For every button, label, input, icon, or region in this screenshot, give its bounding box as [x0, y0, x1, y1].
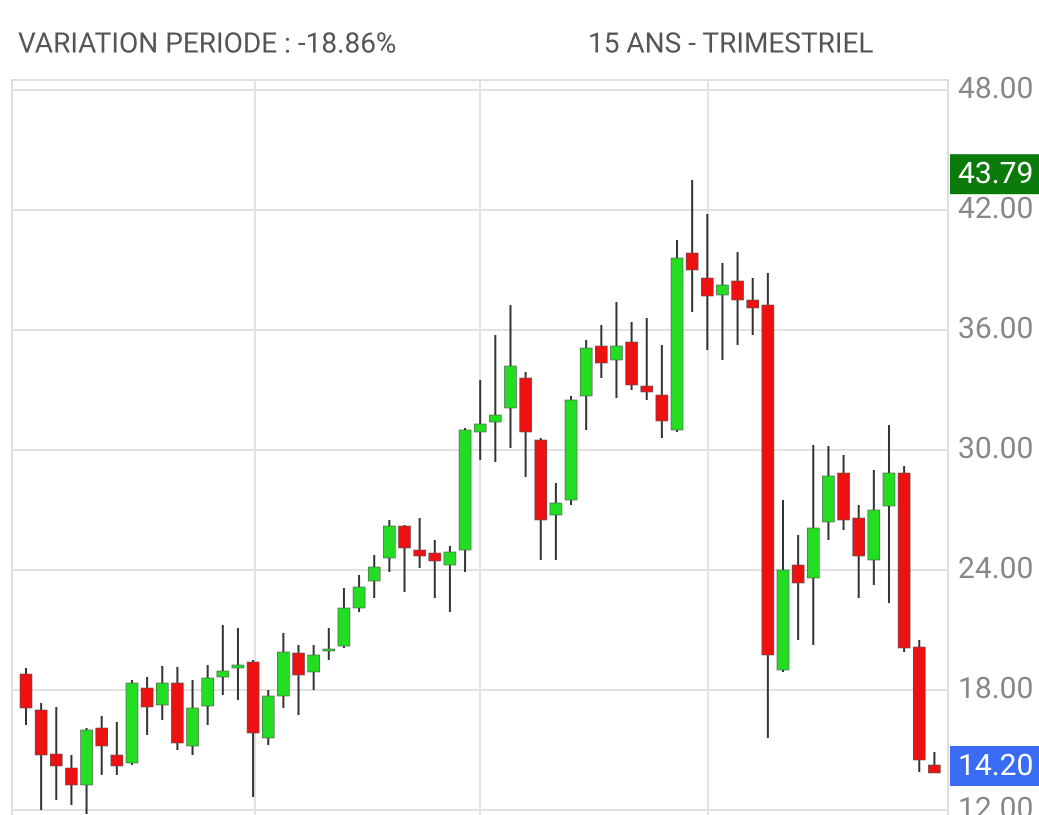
candle-body [504, 365, 517, 409]
candle-body [806, 527, 820, 579]
candle-body [716, 284, 729, 296]
price-marker-label: 14.20 [958, 748, 1033, 783]
candle-body [398, 525, 411, 549]
candle-body [125, 682, 139, 764]
candle-body [413, 549, 426, 557]
chart-subtitle: 15 ANS - TRIMESTRIEL [588, 26, 874, 59]
price-marker-label: 43.79 [958, 156, 1033, 191]
chart-title: VARIATION PERIODE : -18.86% [18, 26, 396, 59]
candle-body [882, 472, 896, 507]
y-tick-label: 18.00 [958, 671, 1033, 706]
candle-body [564, 399, 578, 501]
candle-body [428, 552, 442, 562]
price-marker [950, 746, 1039, 786]
candle-body [277, 651, 290, 697]
candle-body [80, 729, 93, 786]
candle-body [261, 695, 275, 739]
y-tick-label: 30.00 [958, 431, 1033, 466]
candle-body [292, 652, 305, 676]
candle-body [352, 586, 366, 609]
y-tick-label: 12.00 [958, 791, 1033, 815]
candle-body [337, 607, 351, 647]
price-marker [950, 154, 1039, 195]
candle-body [201, 677, 214, 707]
candle-body [34, 709, 48, 756]
candle-body [655, 394, 669, 422]
y-tick-label: 24.00 [958, 551, 1033, 586]
candle-body [837, 472, 850, 521]
candle-body [595, 345, 608, 364]
candle-body [685, 252, 699, 271]
candle-body [246, 661, 260, 734]
candle-body [155, 682, 169, 706]
candle-body [458, 429, 472, 551]
candle-body [322, 648, 336, 652]
candle-body [216, 670, 230, 678]
candle-body [443, 551, 457, 566]
candle-body [746, 299, 760, 309]
candle-body [95, 727, 108, 747]
candle-body [700, 277, 714, 297]
candle-body [549, 502, 563, 516]
candle-body [852, 517, 866, 557]
y-tick-label: 36.00 [958, 311, 1033, 346]
candle-body [383, 525, 396, 559]
candle-body [49, 753, 63, 767]
candle-body [231, 664, 245, 669]
candle-body [625, 341, 638, 386]
candle-body [897, 472, 911, 649]
candle-body [610, 345, 623, 361]
candle-body [473, 423, 487, 433]
candle-body [367, 566, 381, 582]
candle-body [65, 767, 78, 786]
candle-body [110, 754, 124, 767]
candle-body [928, 764, 941, 774]
y-tick-label: 48.00 [958, 71, 1033, 106]
candle-body [670, 257, 684, 431]
candle-body [534, 439, 548, 521]
candle-body [19, 673, 33, 709]
candle-body [579, 347, 593, 397]
y-tick-label: 42.00 [958, 191, 1033, 226]
candle-body [761, 304, 775, 656]
candle-body [822, 475, 835, 523]
candle-body [640, 385, 654, 393]
candle-body [867, 509, 881, 561]
candle-body [186, 707, 199, 747]
candle-body [307, 654, 320, 673]
candle-body [776, 569, 790, 671]
candle-body [489, 414, 502, 423]
candle-body [912, 646, 926, 761]
candle-body [140, 687, 154, 708]
candle-body [519, 377, 532, 433]
candle-body [731, 280, 744, 301]
candle-body [791, 564, 805, 584]
candle-body [171, 682, 184, 744]
